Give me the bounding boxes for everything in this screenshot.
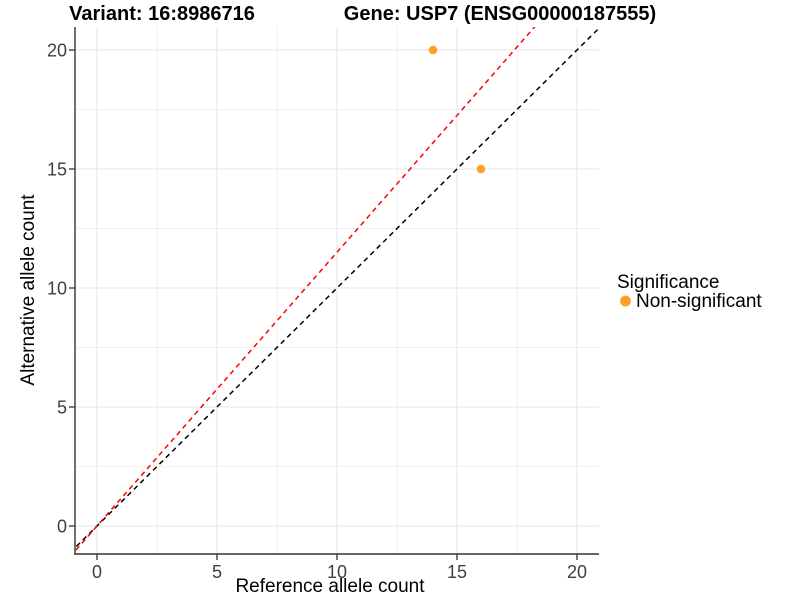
data-points-layer (428, 45, 486, 174)
y-tick-label: 10 (47, 279, 67, 299)
legend: Significance Non-significant (617, 272, 762, 312)
legend-swatch-icon (620, 295, 631, 307)
y-tick-label: 0 (57, 517, 67, 537)
plot-title-gene: Gene: USP7 (ENSG00000187555) (344, 3, 656, 25)
reference-lines-layer (75, 27, 599, 553)
x-tick-label: 20 (567, 562, 587, 582)
x-tick-label: 5 (212, 562, 222, 582)
y-tick-label: 15 (47, 160, 67, 180)
legend-title: Significance (617, 272, 719, 293)
y-tick-label: 5 (57, 398, 67, 418)
legend-item-label: Non-significant (636, 291, 762, 312)
data-point (428, 45, 438, 55)
data-point (476, 164, 486, 174)
identity-line (75, 27, 599, 549)
x-axis-title: Reference allele count (235, 576, 425, 597)
y-tick-label: 20 (47, 41, 67, 61)
x-tick-label: 15 (447, 562, 467, 582)
expected-ratio-line (75, 27, 536, 553)
y-axis-title: Alternative allele count (18, 194, 39, 386)
x-tick-label: 10 (327, 562, 347, 582)
tick-label-layer: 0 5 10 15 20 0 5 10 15 20 (47, 41, 587, 583)
axis-layer (69, 27, 599, 560)
plot-title-variant: Variant: 16:8986716 (69, 3, 255, 25)
x-tick-label: 0 (92, 562, 102, 582)
legend-item: Non-significant (620, 291, 762, 312)
